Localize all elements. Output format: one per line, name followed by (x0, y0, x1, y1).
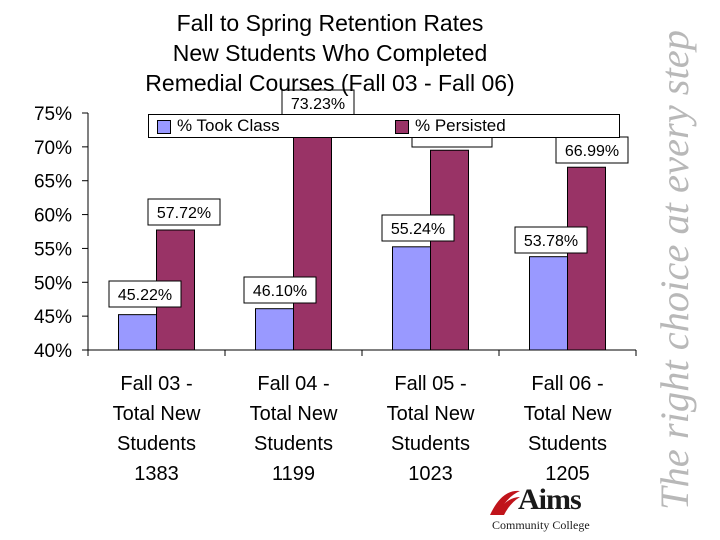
x-category-label: Total New (113, 403, 201, 425)
bar-took-class (255, 308, 294, 351)
x-category-label: 1205 (545, 463, 590, 485)
y-tick-label: 65% (34, 172, 72, 193)
y-tick-label: 60% (34, 206, 72, 227)
logo-subtitle: Community College (492, 518, 590, 532)
x-category-label: Total New (387, 403, 475, 425)
x-category-label: Students (391, 433, 470, 455)
tagline-vertical: The right choice at every step (652, 30, 697, 510)
data-label-took-class: 45.22% (118, 287, 172, 304)
chart-legend: % Took Class % Persisted (148, 114, 620, 138)
data-label-took-class: 53.78% (524, 233, 578, 250)
x-category-label: 1023 (408, 463, 453, 485)
data-label-persisted: 57.72% (157, 205, 211, 222)
chart-title: Fall to Spring Retention Rates New Stude… (90, 8, 570, 98)
y-tick-label: 55% (34, 239, 72, 260)
x-category-label: 1383 (134, 463, 179, 485)
data-label-persisted-box (281, 89, 355, 117)
x-category-label: Fall 03 - (120, 373, 192, 395)
data-label-took-class-box (108, 280, 182, 308)
data-label-persisted: 73.23% (291, 96, 345, 113)
title-line-2: New Students Who Completed (172, 40, 488, 66)
tagline-text: The right choice at every step (652, 30, 697, 510)
data-label-persisted: 66.99% (565, 143, 619, 160)
logo-mark-icon (490, 490, 520, 515)
legend-item-persisted: % Persisted (395, 116, 506, 136)
bar-persisted (430, 149, 469, 351)
data-label-took-class-box (243, 276, 317, 304)
y-tick-label: 70% (34, 138, 72, 159)
y-tick-label: 50% (34, 273, 72, 294)
x-category-label: Students (528, 433, 607, 455)
x-category-label: Fall 06 - (531, 373, 603, 395)
title-line-1: Fall to Spring Retention Rates (176, 10, 484, 36)
x-category-label: Total New (524, 403, 612, 425)
y-tick-label: 75% (34, 104, 72, 125)
y-tick-label: 40% (34, 341, 72, 362)
x-category-label: Students (117, 433, 196, 455)
bar-took-class (392, 246, 431, 351)
bar-took-class (118, 314, 157, 351)
legend-swatch-persisted (395, 119, 409, 134)
legend-label-persisted: % Persisted (415, 116, 506, 135)
data-label-took-class: 55.24% (391, 221, 445, 238)
legend-item-took-class: % Took Class (157, 116, 280, 136)
title-line-3: Remedial Courses (Fall 03 - Fall 06) (145, 70, 515, 96)
y-tick-label: 45% (34, 307, 72, 328)
x-category-label: Fall 05 - (394, 373, 466, 395)
data-label-persisted-box (147, 198, 221, 226)
bar-persisted (293, 124, 332, 351)
x-category-label: 1199 (272, 463, 315, 485)
x-category-label: Total New (250, 403, 338, 425)
legend-label-took-class: % Took Class (177, 116, 280, 135)
aims-logo: Aims Community College (488, 483, 608, 535)
bar-took-class (529, 256, 568, 351)
data-label-took-class: 46.10% (253, 283, 307, 300)
data-label-took-class-box (514, 226, 588, 254)
bar-persisted (567, 166, 606, 351)
data-label-took-class-box (381, 214, 455, 242)
x-category-label: Students (254, 433, 333, 455)
legend-swatch-took-class (157, 119, 171, 134)
logo-name: Aims (518, 483, 582, 516)
x-category-label: Fall 04 - (257, 373, 329, 395)
